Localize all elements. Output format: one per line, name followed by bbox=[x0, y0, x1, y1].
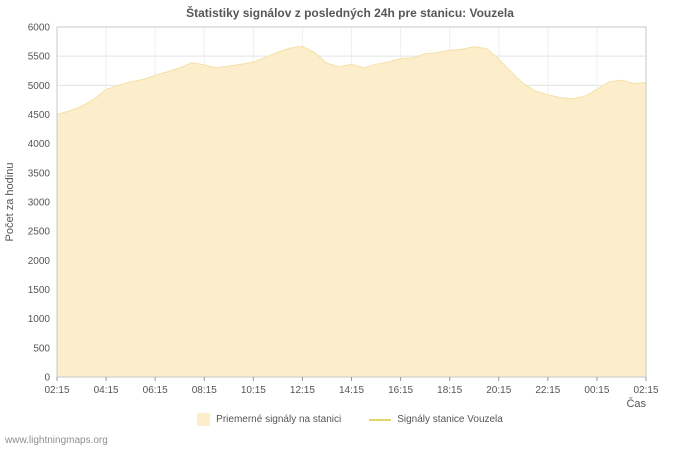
svg-text:4000: 4000 bbox=[28, 139, 51, 150]
legend-line-swatch-icon bbox=[369, 418, 392, 421]
svg-text:18:15: 18:15 bbox=[437, 385, 462, 396]
svg-text:20:15: 20:15 bbox=[486, 385, 511, 396]
x-axis-tick-labels: 02:15 04:15 06:15 08:15 10:15 12:15 14:15 16:15… bbox=[44, 377, 659, 396]
svg-text:08:15: 08:15 bbox=[192, 385, 217, 396]
chart-legend: Priemerné signály na stanici Signály sta… bbox=[0, 413, 700, 426]
y-axis-title: Počet za hodinu bbox=[4, 163, 16, 242]
svg-text:00:15: 00:15 bbox=[584, 385, 609, 396]
svg-text:3000: 3000 bbox=[28, 198, 51, 209]
svg-text:2500: 2500 bbox=[28, 227, 51, 238]
legend-area-swatch-icon bbox=[197, 413, 211, 426]
svg-text:4500: 4500 bbox=[28, 110, 51, 121]
svg-text:02:15: 02:15 bbox=[44, 385, 69, 396]
y-axis-tick-labels: 0 500 1000 1500 2000 2500 3000 3500 4000 4500 5000… bbox=[28, 23, 51, 384]
svg-text:0: 0 bbox=[44, 373, 50, 384]
chart-title: Štatistiky signálov z posledných 24h pre… bbox=[186, 6, 514, 20]
svg-text:06:15: 06:15 bbox=[143, 385, 168, 396]
svg-text:1000: 1000 bbox=[28, 314, 51, 325]
legend-area-label: Priemerné signály na stanici bbox=[216, 414, 342, 425]
svg-text:14:15: 14:15 bbox=[339, 385, 364, 396]
watermark-link[interactable]: www.lightningmaps.org bbox=[5, 435, 108, 446]
svg-text:10:15: 10:15 bbox=[241, 385, 266, 396]
svg-text:5500: 5500 bbox=[28, 52, 51, 63]
svg-text:500: 500 bbox=[33, 343, 50, 354]
area-series-edge bbox=[56, 45, 647, 115]
svg-text:04:15: 04:15 bbox=[94, 385, 119, 396]
area-series-average-signals bbox=[57, 46, 646, 378]
svg-text:02:15: 02:15 bbox=[633, 385, 658, 396]
svg-text:3500: 3500 bbox=[28, 168, 51, 179]
svg-text:1500: 1500 bbox=[28, 285, 51, 296]
svg-text:2000: 2000 bbox=[28, 256, 51, 267]
svg-text:5000: 5000 bbox=[28, 81, 51, 92]
svg-text:12:15: 12:15 bbox=[290, 385, 315, 396]
chart-plot-area: 0 500 1000 1500 2000 2500 3000 3500 4000 4500 5000… bbox=[4, 23, 659, 411]
legend-line-label: Signály stanice Vouzela bbox=[397, 414, 503, 425]
svg-text:16:15: 16:15 bbox=[388, 385, 413, 396]
x-axis-title: Čas bbox=[626, 397, 646, 410]
svg-text:6000: 6000 bbox=[28, 23, 51, 34]
svg-text:22:15: 22:15 bbox=[535, 385, 560, 396]
